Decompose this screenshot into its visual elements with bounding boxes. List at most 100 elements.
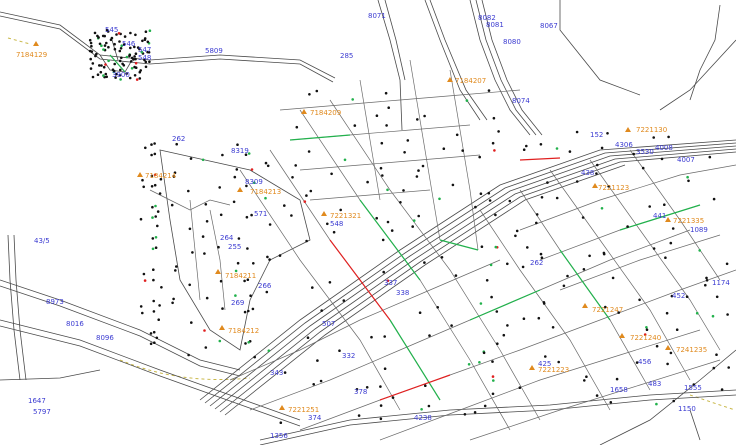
network-node <box>495 310 499 313</box>
network-node <box>188 227 192 231</box>
network-node <box>244 153 248 156</box>
network-node <box>172 175 176 178</box>
network-node <box>134 57 137 61</box>
network-node <box>118 49 122 53</box>
network-node <box>136 46 140 49</box>
road <box>481 0 543 136</box>
node-label: 1555 <box>684 384 702 392</box>
node-label: 1356 <box>270 432 288 440</box>
network-node <box>607 185 610 188</box>
blue-labels: 545 546 547 548 3900 5809 8071 8082 8081… <box>28 12 730 440</box>
network-node <box>156 210 160 213</box>
site-marker[interactable] <box>665 217 671 222</box>
network-node <box>641 166 645 170</box>
network-node <box>626 225 629 228</box>
site-marker[interactable] <box>592 183 598 188</box>
site-marker[interactable] <box>529 365 535 370</box>
node-label: 152 <box>590 131 603 139</box>
network-node <box>320 309 324 312</box>
site-label: 7221335 <box>673 217 704 225</box>
network-node <box>150 185 154 188</box>
node-label: 337 <box>384 279 397 287</box>
network-node <box>617 311 620 314</box>
site-marker[interactable] <box>215 269 221 274</box>
network-node <box>309 189 313 193</box>
network-node <box>128 76 132 80</box>
site-marker[interactable] <box>582 303 588 308</box>
network-node <box>264 196 267 200</box>
network-node <box>312 383 316 386</box>
site-label: 7221130 <box>636 126 667 134</box>
network-node <box>142 185 145 189</box>
site-marker[interactable] <box>237 187 243 192</box>
network-node <box>141 39 144 43</box>
network-node <box>110 36 114 40</box>
network-node <box>465 99 469 102</box>
site-marker[interactable] <box>301 109 307 114</box>
network-node <box>698 249 701 252</box>
node-label: 1089 <box>690 226 708 234</box>
site-label: 7221321 <box>330 212 361 220</box>
site-marker[interactable] <box>279 405 285 410</box>
network-node <box>645 326 648 329</box>
road <box>689 409 701 441</box>
network-node <box>655 402 658 406</box>
site-marker[interactable] <box>625 127 631 132</box>
road <box>424 0 481 121</box>
site-marker[interactable] <box>219 325 225 330</box>
network-node <box>306 336 310 340</box>
road <box>0 15 334 83</box>
site-label: 7184214 <box>145 172 177 180</box>
network-node <box>221 153 224 157</box>
node-label: 441 <box>653 212 666 220</box>
rail-line <box>219 151 736 413</box>
network-node <box>234 294 237 297</box>
network-node <box>568 150 572 153</box>
node-label: 8080 <box>503 38 521 46</box>
network-node <box>672 399 675 403</box>
network-node <box>290 214 293 217</box>
node-label: 545 <box>105 26 118 34</box>
node-label: 1658 <box>610 386 628 394</box>
network-node <box>375 216 379 220</box>
street <box>309 189 431 201</box>
network-node <box>416 118 419 121</box>
network-node <box>353 124 357 127</box>
network-node <box>252 262 255 265</box>
network-node <box>423 261 426 264</box>
network-node <box>204 203 208 206</box>
site-marker[interactable] <box>447 77 453 82</box>
site-marker[interactable] <box>33 41 39 46</box>
site-marker[interactable] <box>619 333 625 338</box>
network-node <box>104 72 108 76</box>
network-node <box>107 59 110 63</box>
node-label: 5797 <box>33 408 51 416</box>
network-node <box>384 91 388 95</box>
network-node <box>133 45 136 49</box>
network-node <box>247 152 251 155</box>
site-marker[interactable] <box>137 172 143 177</box>
site-marker[interactable] <box>665 345 671 350</box>
road <box>0 279 241 371</box>
highlighted-segments <box>109 54 701 401</box>
network-node <box>115 72 118 76</box>
network-node <box>715 353 718 357</box>
network-node <box>638 298 641 302</box>
network-node <box>643 333 647 336</box>
rail-line <box>199 139 736 401</box>
site-marker[interactable] <box>321 211 327 216</box>
node-label: 1174 <box>712 279 730 287</box>
network-node <box>114 76 117 79</box>
network-node <box>133 65 136 69</box>
node-label: 507 <box>322 320 335 328</box>
network-node <box>339 208 343 212</box>
network-node <box>91 62 95 65</box>
network-node <box>267 349 271 353</box>
network-node <box>424 384 427 388</box>
network-node <box>514 234 517 238</box>
network-node <box>89 41 93 45</box>
network-node <box>152 268 155 272</box>
network-node <box>253 355 256 359</box>
